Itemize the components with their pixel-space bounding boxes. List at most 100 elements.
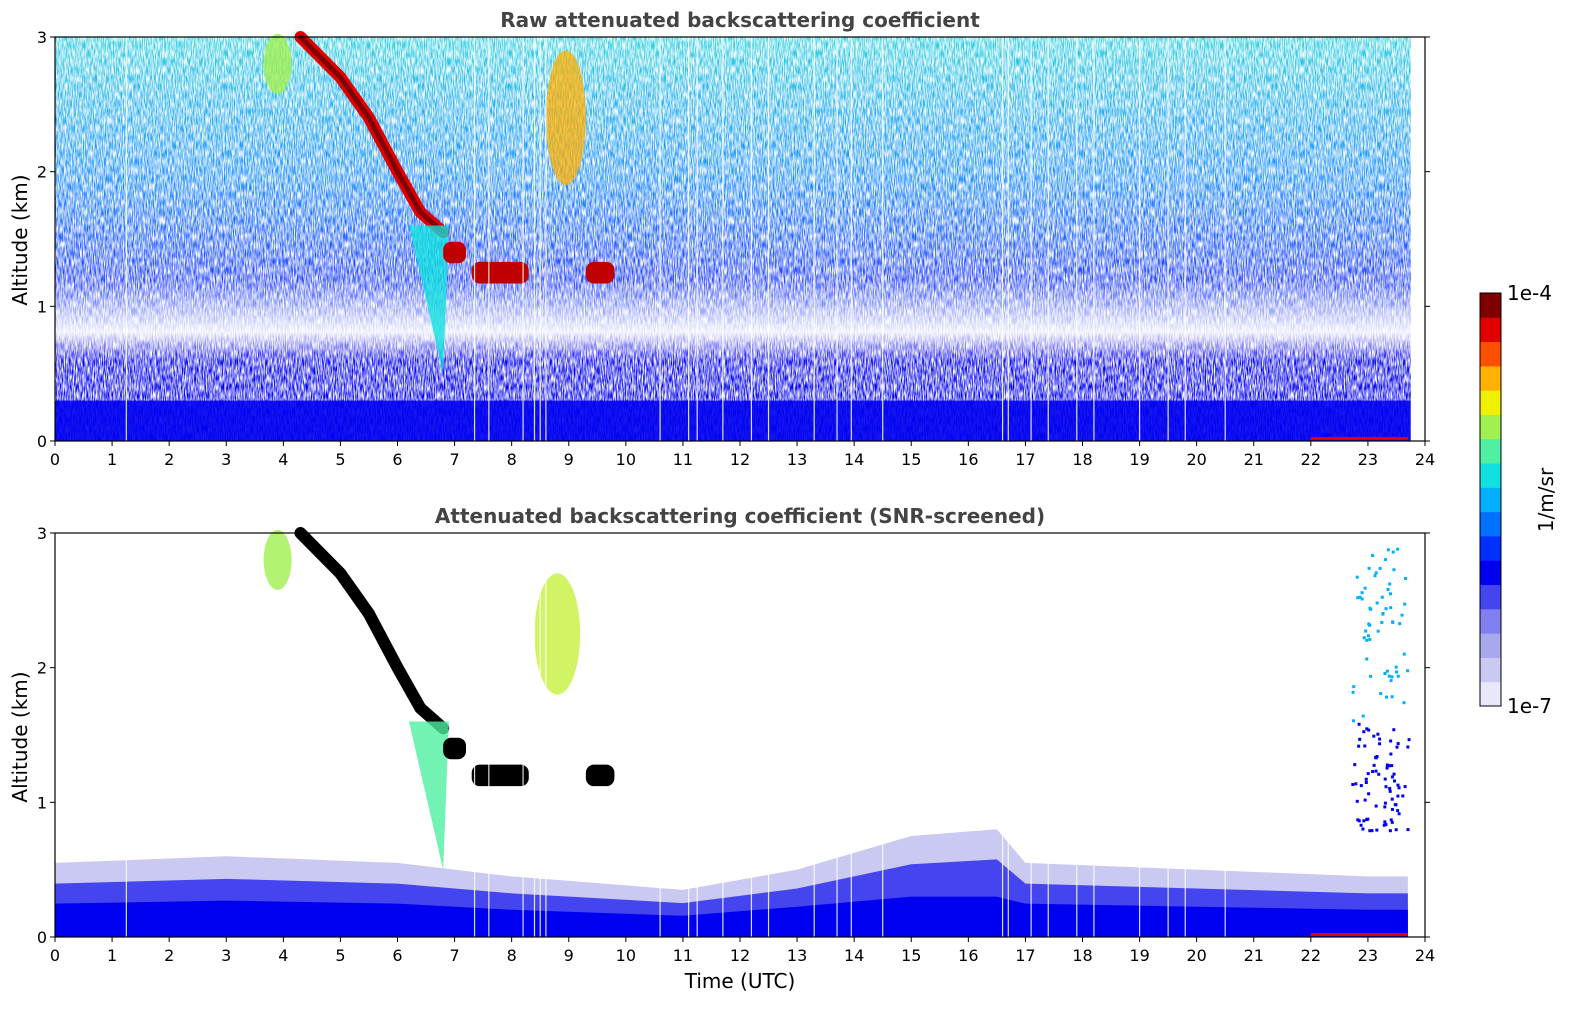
x-tick-label: 10 <box>616 450 636 469</box>
plume-point <box>1382 823 1386 827</box>
plume-point <box>1386 587 1390 591</box>
plume-point <box>1355 575 1359 579</box>
plume-point <box>1364 629 1368 633</box>
plume-point <box>1390 764 1394 768</box>
boundary-layer-core <box>55 896 1408 937</box>
x-tick-label: 4 <box>278 450 288 469</box>
x-tick-label: 23 <box>1358 450 1378 469</box>
x-tick-label: 12 <box>730 450 750 469</box>
plume-point <box>1360 597 1364 601</box>
plume-point <box>1367 622 1371 626</box>
x-tick-label: 17 <box>1015 450 1035 469</box>
x-tick-label: 24 <box>1415 450 1435 469</box>
colorbar-swatch <box>1480 535 1501 561</box>
x-tick-label: 5 <box>335 946 345 965</box>
plume-point <box>1396 794 1400 798</box>
plume-point <box>1391 620 1395 624</box>
x-tick-label: 19 <box>1129 946 1149 965</box>
plume-point <box>1366 772 1370 776</box>
plume-point <box>1390 797 1394 801</box>
plume-point <box>1389 818 1393 822</box>
plume-point <box>1391 550 1395 554</box>
plume-point <box>1378 737 1382 741</box>
plume-point <box>1363 798 1367 802</box>
x-tick-label: 13 <box>787 450 807 469</box>
plume-point <box>1374 571 1378 575</box>
panel-raw: Raw attenuated backscattering coefficien… <box>8 8 1435 469</box>
plume-point <box>1370 829 1374 833</box>
plume-point <box>1369 607 1373 611</box>
x-tick-label: 2 <box>164 946 174 965</box>
colorbar-swatches <box>1480 293 1501 707</box>
colorbar-swatch <box>1480 560 1501 586</box>
x-tick-label: 20 <box>1186 450 1206 469</box>
colorbar-swatch <box>1480 511 1501 537</box>
plume-point <box>1352 685 1356 689</box>
plume-point <box>1362 819 1366 823</box>
plume-point <box>1403 785 1407 789</box>
x-tick-label: 21 <box>1244 450 1264 469</box>
x-tick-label: 7 <box>449 450 459 469</box>
y-tick-label: 1 <box>37 297 47 316</box>
x-ticks-raw: 0 1 2 3 4 5 6 7 8 9 10 11 12 13 14 15 16 17 18 19 20 21 22 23 24 <box>50 441 1435 469</box>
plume-point <box>1365 657 1369 661</box>
colorbar-swatch <box>1480 633 1501 658</box>
plume-point <box>1383 820 1387 824</box>
x-tick-label: 20 <box>1186 946 1206 965</box>
y-tick-label: 2 <box>37 163 47 182</box>
plume-point <box>1379 691 1383 695</box>
plume-point <box>1358 737 1362 741</box>
cloud-patch <box>443 737 466 760</box>
x-tick-label: 11 <box>673 450 693 469</box>
x-tick-label: 9 <box>564 450 574 469</box>
colorbar: 1e-4 1e-7 1/m/sr <box>1479 281 1558 718</box>
plume-point <box>1377 772 1381 776</box>
plume-point <box>1366 634 1370 638</box>
plume-point <box>1392 568 1396 572</box>
plume-point <box>1381 612 1385 616</box>
plume-point <box>1378 742 1382 746</box>
plume-point <box>1355 799 1359 803</box>
plume-point <box>1353 763 1357 767</box>
plume-point <box>1363 744 1367 748</box>
plume-point <box>1372 734 1376 738</box>
plume-point <box>1380 620 1384 624</box>
plume-point <box>1375 828 1379 832</box>
plume-point <box>1367 792 1371 796</box>
plume-point <box>1380 595 1384 599</box>
x-tick-label: 14 <box>844 946 864 965</box>
plume-point <box>1361 827 1365 831</box>
plume-point <box>1375 601 1379 605</box>
x-tick-label: 5 <box>335 450 345 469</box>
plume-point <box>1407 738 1411 742</box>
colorbar-swatch <box>1480 487 1501 513</box>
ylabel-raw: Altitude (km) <box>8 174 32 305</box>
plume-point <box>1351 783 1355 787</box>
x-tick-label: 15 <box>901 450 921 469</box>
y-tick-label: 0 <box>37 432 47 451</box>
plume-point <box>1406 745 1410 749</box>
elevated-layer <box>545 50 586 186</box>
plume-point <box>1351 690 1355 694</box>
x-tick-label: 2 <box>164 450 174 469</box>
x-tick-label: 8 <box>507 946 517 965</box>
plume-point <box>1390 820 1394 824</box>
y-tick-label: 2 <box>37 659 47 678</box>
y-tick-label: 0 <box>37 928 47 947</box>
plume-point <box>1357 744 1361 748</box>
plume-point <box>1383 777 1387 781</box>
colorbar-swatch <box>1480 681 1501 707</box>
x-tick-label: 22 <box>1301 450 1321 469</box>
x-tick-label: 14 <box>844 450 864 469</box>
x-tick-label: 10 <box>616 946 636 965</box>
plume-point <box>1394 665 1398 669</box>
elevated-layer <box>534 573 581 695</box>
colorbar-frame <box>1479 292 1502 707</box>
x-tick-label: 16 <box>958 946 978 965</box>
plume-point <box>1374 804 1378 808</box>
x-tick-label: 3 <box>221 450 231 469</box>
colorbar-swatch <box>1480 317 1501 343</box>
plume-point <box>1384 823 1388 827</box>
plume-point <box>1369 674 1373 678</box>
plume-point <box>1368 829 1372 833</box>
